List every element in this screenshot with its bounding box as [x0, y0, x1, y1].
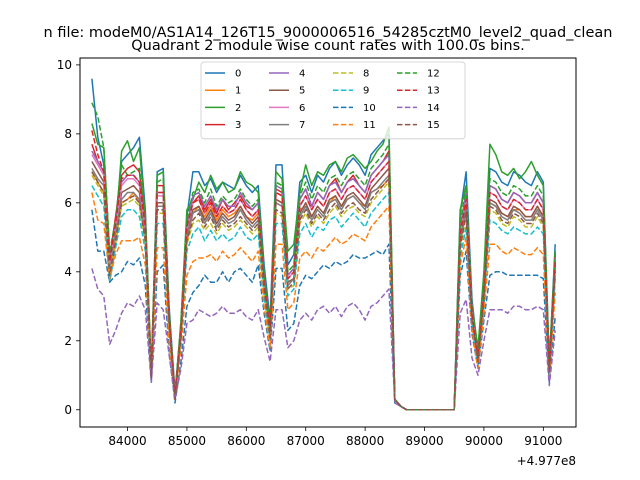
legend-label-9: 9	[363, 86, 369, 97]
legend-label-2: 2	[235, 103, 241, 114]
x-axis-offset-label: +4.977e8	[517, 454, 576, 468]
series-line-11	[91, 192, 556, 411]
legend-label-8: 8	[363, 69, 369, 80]
y-tick-label: 10	[57, 58, 72, 72]
axes-frame	[79, 57, 577, 428]
y-tick-label: 0	[64, 403, 72, 417]
x-tick-label: 86000	[227, 434, 265, 448]
legend-label-10: 10	[363, 103, 376, 114]
x-tick-label: 87000	[287, 434, 325, 448]
legend-label-14: 14	[427, 103, 440, 114]
y-tick-label: 2	[64, 334, 72, 348]
x-tick-label: 91000	[524, 434, 562, 448]
series-line-15	[91, 171, 556, 411]
legend-label-1: 1	[235, 86, 241, 97]
series-line-14	[91, 268, 556, 411]
legend-label-3: 3	[235, 120, 241, 131]
x-tick-label: 88000	[346, 434, 384, 448]
legend-box	[200, 61, 466, 140]
x-tick-label: 89000	[405, 434, 443, 448]
legend-label-4: 4	[299, 69, 305, 80]
legend-label-15: 15	[427, 120, 440, 131]
y-tick-label: 8	[64, 127, 72, 141]
legend-label-0: 0	[235, 69, 241, 80]
legend-label-7: 7	[299, 120, 305, 131]
figure-suptitle: n file: modeM0/AS1A14_126T15_9000006516_…	[44, 25, 613, 41]
x-axis: 84000 85000 86000 87000 88000 89000 90000 91000	[108, 427, 562, 448]
series-line-13	[91, 130, 556, 411]
legend-label-6: 6	[299, 103, 305, 114]
x-tick-label: 90000	[465, 434, 503, 448]
series-line-8	[91, 174, 556, 411]
legend-label-13: 13	[427, 86, 440, 97]
legend-label-5: 5	[299, 86, 305, 97]
legend-label-11: 11	[363, 120, 376, 131]
legend-label-12: 12	[427, 69, 440, 80]
x-tick-label: 85000	[168, 434, 206, 448]
x-tick-label: 84000	[108, 434, 146, 448]
y-tick-label: 6	[64, 196, 72, 210]
plot-area	[91, 78, 556, 411]
y-axis: 0 2 4 6 8 10	[57, 58, 80, 417]
y-tick-label: 4	[64, 265, 72, 279]
chart-title: Quadrant 2 module wise count rates with …	[131, 38, 525, 54]
